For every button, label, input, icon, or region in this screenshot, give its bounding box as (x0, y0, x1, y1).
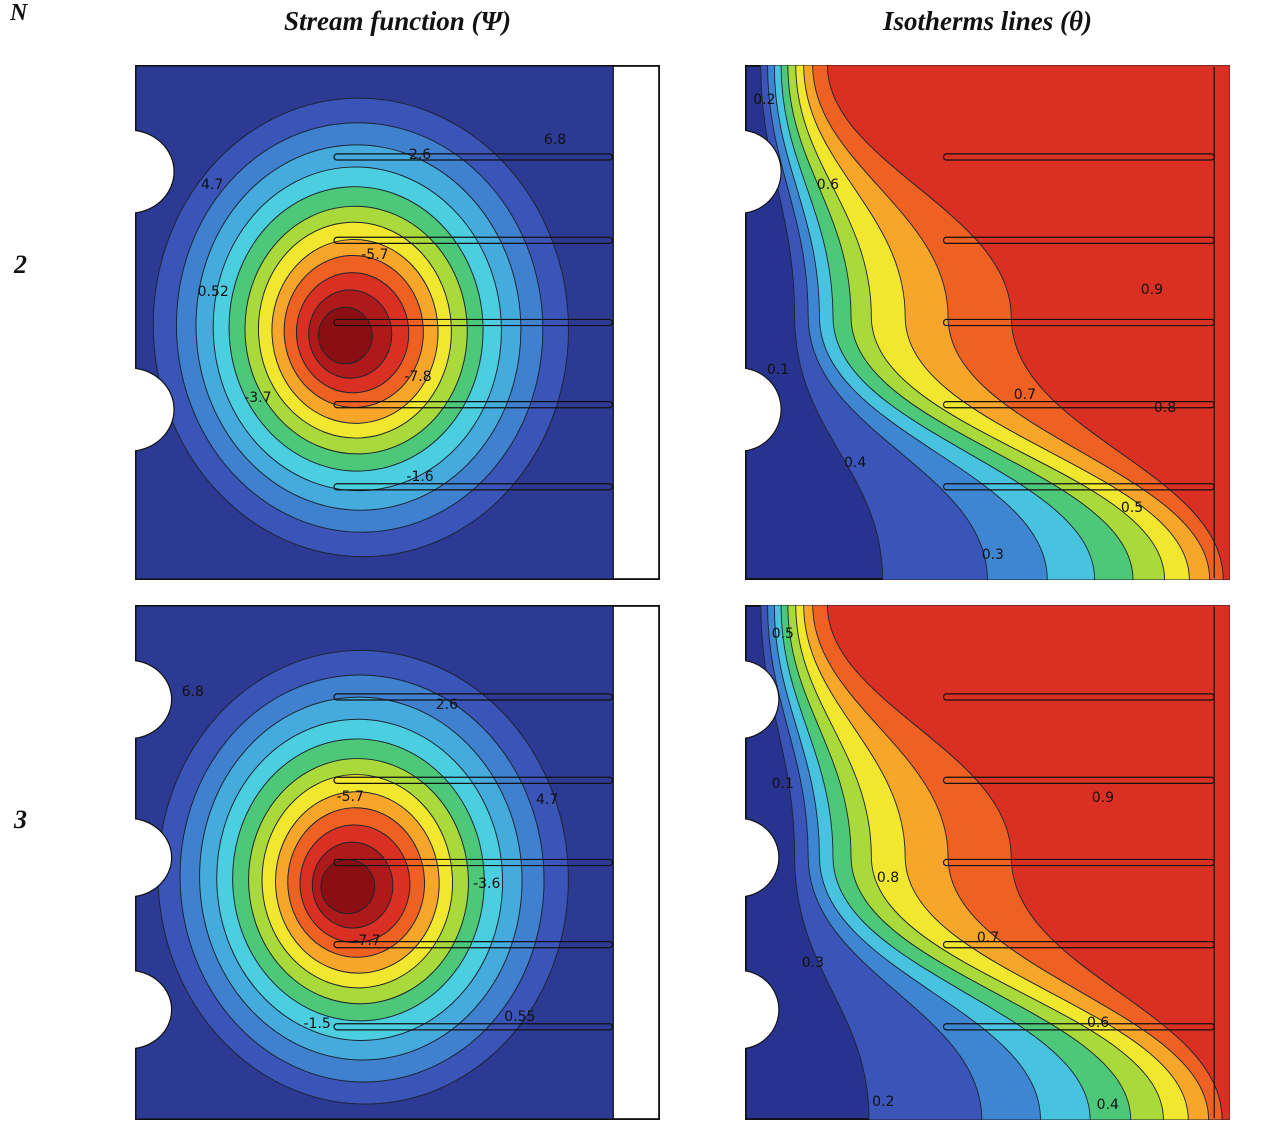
contour-label: 0.5 (1120, 499, 1144, 516)
contour-label: -5.7 (336, 789, 364, 806)
isotherms-contour-svg-n3 (745, 605, 1230, 1120)
contour-label: 0.7 (976, 930, 1000, 947)
contour-label: -1.5 (303, 1016, 331, 1033)
plot-stream-function-n3: 6.8 2.6 -5.7 4.7 -3.6 -7.7 -1.5 0.55 (135, 605, 660, 1120)
stream-contour-rings (157, 649, 569, 1105)
contour-label: 0.1 (771, 776, 794, 793)
row-label-n3: 3 (14, 805, 27, 834)
stream-function-contour-svg-n3 (135, 605, 660, 1120)
contour-label: -7.8 (404, 369, 432, 386)
fins (333, 693, 613, 1031)
contour-label: 0.5 (771, 625, 794, 642)
contour-label: 0.2 (753, 92, 776, 109)
contour-label: 0.6 (816, 176, 840, 193)
contour-label: 0.4 (843, 455, 867, 472)
fins (333, 153, 613, 491)
plot-isotherms-n2: 0.2 0.6 0.9 0.1 0.7 0.8 0.4 0.5 0.3 (745, 65, 1230, 580)
contour-label: -3.6 (473, 876, 501, 893)
wavy-wall-bumps (135, 129, 175, 452)
contour-label: 0.55 (504, 1009, 536, 1025)
contour-label: 0.9 (1091, 790, 1115, 807)
contour-label: 6.8 (543, 132, 567, 149)
contour-label: -7.7 (353, 932, 381, 949)
contour-label: 0.8 (876, 869, 900, 886)
contour-label: -3.7 (244, 390, 272, 407)
contour-label: 0.7 (1013, 387, 1036, 404)
stream-contour-rings (152, 97, 569, 558)
plot-stream-function-n2: 6.8 2.6 4.7 -5.7 0.52 -7.8 -3.7 -1.6 (135, 65, 660, 580)
contour-label: 0.6 (1086, 1015, 1110, 1032)
fins (942, 693, 1215, 1031)
isotherm-bands (760, 65, 1230, 580)
contour-label: 0.9 (1140, 282, 1164, 299)
row-label-n2: 2 (14, 250, 27, 279)
contour-label: 0.3 (981, 546, 1004, 563)
contour-label: 6.8 (181, 684, 204, 701)
column-header-n: N (10, 0, 28, 26)
isotherm-bands (760, 605, 1230, 1120)
wavy-wall-bumps (745, 659, 780, 1050)
contour-label: -5.7 (361, 247, 389, 264)
column-header-stream-function: Stream function (Ψ) (283, 6, 512, 36)
contour-label: 4.7 (535, 792, 559, 809)
wavy-wall-bumps (745, 129, 782, 452)
contour-label: 4.7 (201, 176, 224, 193)
isotherms-contour-svg-n2 (745, 65, 1230, 580)
contour-label: 0.3 (801, 954, 825, 971)
contour-label: 2.6 (408, 147, 432, 164)
contour-label: -1.6 (406, 469, 434, 485)
contour-label: 0.52 (197, 284, 229, 301)
fins (942, 153, 1215, 491)
contour-label: 0.4 (1096, 1097, 1119, 1114)
stream-function-contour-svg-n2 (135, 65, 660, 580)
plot-isotherms-n3: 0.5 0.1 0.9 0.8 0.7 0.3 0.6 0.2 0.4 (745, 605, 1230, 1120)
column-header-isotherms: Isotherms lines (θ) (882, 6, 1093, 36)
contour-label: 0.2 (872, 1093, 895, 1110)
wavy-wall-bumps (135, 659, 173, 1050)
contour-label: 0.1 (766, 361, 790, 378)
contour-label: 2.6 (435, 696, 458, 713)
contour-label: 0.8 (1153, 399, 1177, 416)
